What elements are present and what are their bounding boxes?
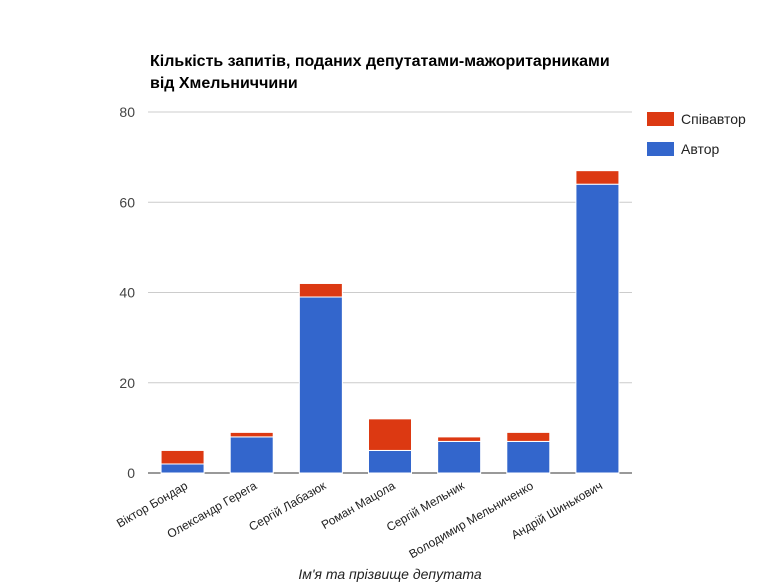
x-axis-label: Ім'я та прізвище депутата (298, 566, 482, 582)
bar-segment (506, 440, 551, 474)
bars (160, 170, 620, 474)
legend: Співавтор Автор (647, 111, 746, 157)
legend-swatch (647, 112, 674, 126)
bar-segment (160, 449, 205, 465)
x-tick-label: Володимир Мельниченко (406, 478, 536, 561)
bar-segment (575, 183, 620, 474)
x-tick-label: Сергій Лабазюк (246, 478, 329, 534)
bar-segment (437, 440, 482, 474)
chart-title-line: Кількість запитів, поданих депутатами-ма… (150, 53, 610, 70)
gridlines (148, 111, 632, 474)
bar-segment (368, 418, 412, 451)
bar-segment (368, 449, 412, 474)
y-tick-label: 40 (119, 285, 135, 301)
bar-segment (575, 170, 620, 185)
y-tick-label: 80 (119, 104, 135, 120)
bar-segment (229, 431, 274, 438)
y-axis-ticks: 0 20 40 60 80 (119, 104, 135, 481)
y-tick-label: 0 (127, 465, 135, 481)
bar-segment (298, 282, 343, 298)
bar-segment (160, 463, 205, 474)
legend-label: Співавтор (681, 111, 746, 127)
y-tick-label: 20 (119, 375, 135, 391)
bar-segment (298, 296, 343, 474)
bar-segment (506, 431, 551, 442)
y-tick-label: 60 (119, 194, 135, 210)
bar-segment (437, 436, 482, 442)
chart-title-line: від Хмельниччини (150, 75, 298, 92)
legend-label: Автор (681, 141, 720, 157)
legend-swatch (647, 142, 674, 156)
chart-title: Кількість запитів, поданих депутатами-ма… (150, 53, 610, 92)
bar-segment (229, 436, 274, 474)
